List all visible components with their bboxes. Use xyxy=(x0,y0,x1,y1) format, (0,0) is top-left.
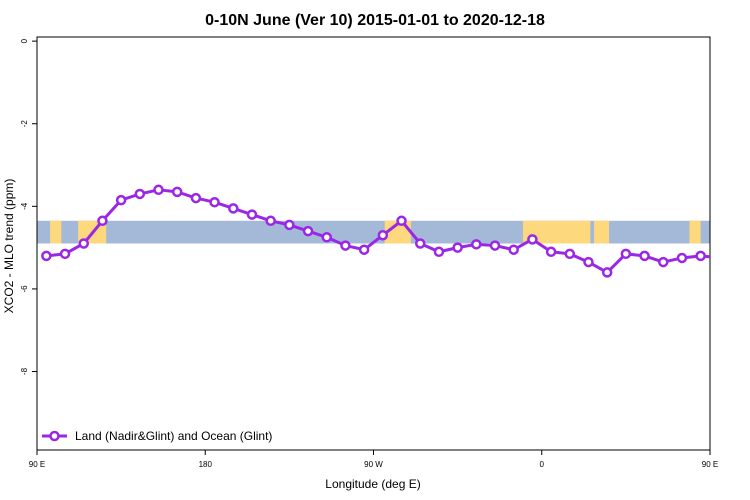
data-point xyxy=(564,248,576,260)
data-point xyxy=(358,244,370,255)
series-layer xyxy=(41,184,742,278)
data-point xyxy=(97,215,108,227)
legend-marker-swatch xyxy=(49,430,60,442)
data-point xyxy=(527,234,538,245)
data-point xyxy=(658,256,669,268)
data-point xyxy=(734,250,742,258)
land-segment xyxy=(712,221,734,244)
land-segment xyxy=(594,220,610,244)
data-point xyxy=(377,229,389,241)
data-point xyxy=(228,203,239,214)
x-tick-label: 90 W xyxy=(364,460,383,469)
data-point xyxy=(676,252,688,264)
data-point xyxy=(601,267,613,278)
data-point xyxy=(489,240,501,251)
y-tick-label: -6 xyxy=(20,285,29,293)
x-axis: 90 E 180 90 W 0 90 E xyxy=(29,450,718,469)
data-point xyxy=(396,215,407,227)
data-point xyxy=(190,192,202,204)
data-point xyxy=(134,188,146,200)
data-point xyxy=(471,239,482,250)
data-point xyxy=(41,250,52,262)
y-tick-label: -2 xyxy=(20,120,29,128)
data-point xyxy=(583,256,594,268)
data-point xyxy=(452,242,463,253)
y-tick-label: 0 xyxy=(20,38,29,43)
data-point xyxy=(715,254,723,262)
data-point xyxy=(321,232,333,243)
data-point xyxy=(695,250,706,262)
data-point xyxy=(639,250,650,262)
data-point xyxy=(171,186,183,198)
data-point xyxy=(284,219,295,231)
data-point xyxy=(209,196,220,208)
x-tick-label: 0 xyxy=(540,460,545,469)
x-tick-label: 90 E xyxy=(29,460,45,469)
x-tick-label: 90 E xyxy=(702,460,718,469)
x-tick-label: 180 xyxy=(199,460,213,469)
y-tick-label: -4 xyxy=(20,202,29,210)
y-axis-label: XCO2 - MLO trend (ppm) xyxy=(2,179,16,314)
legend-label: Land (Nadir&Glint) and Ocean (Glint) xyxy=(75,429,272,443)
x-axis-label: Longitude (deg E) xyxy=(325,477,420,491)
data-point xyxy=(153,184,164,196)
data-point xyxy=(78,238,89,249)
data-point xyxy=(508,244,519,255)
y-tick-label: -8 xyxy=(20,367,29,375)
y-axis: 0 -2 -4 -6 -8 xyxy=(20,38,37,375)
data-point xyxy=(340,240,351,251)
data-point xyxy=(414,238,426,249)
series-line xyxy=(46,188,710,274)
land-segment xyxy=(689,220,701,244)
data-point xyxy=(246,209,258,220)
land-segment xyxy=(523,220,591,244)
data-point xyxy=(265,215,276,227)
land-segment xyxy=(50,220,62,244)
data-point xyxy=(59,248,71,260)
data-point xyxy=(302,225,314,237)
data-point xyxy=(545,246,557,258)
data-point xyxy=(115,194,127,206)
chart-title: 0-10N June (Ver 10) 2015-01-01 to 2020-1… xyxy=(205,12,545,29)
data-point xyxy=(433,246,445,258)
legend: Land (Nadir&Glint) and Ocean (Glint) xyxy=(42,429,272,443)
data-point xyxy=(620,248,632,260)
